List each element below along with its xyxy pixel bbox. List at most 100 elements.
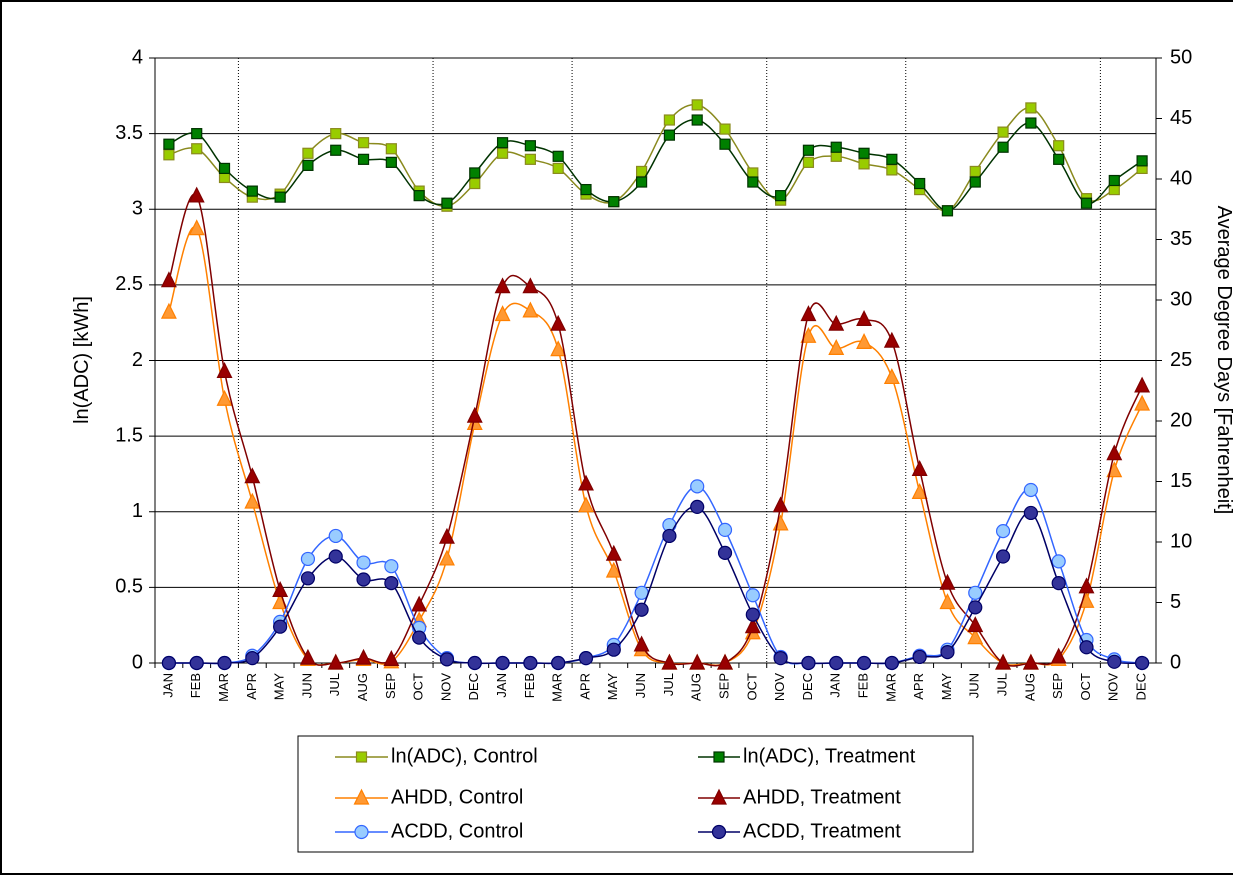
- data-point: [272, 581, 289, 598]
- data-point: [772, 496, 789, 513]
- data-point: [635, 165, 648, 178]
- data-point: [494, 277, 511, 294]
- data-point: [717, 522, 733, 538]
- x-tick-label: JAN: [494, 673, 509, 698]
- y2-tick-label: 50: [1170, 46, 1192, 68]
- data-point: [439, 652, 455, 667]
- data-point: [384, 559, 399, 574]
- data-point: [1051, 554, 1066, 569]
- data-point: [1023, 482, 1038, 498]
- x-tick-label: MAR: [216, 673, 231, 702]
- data-point: [939, 593, 956, 610]
- x-tick-label: APR: [577, 673, 592, 700]
- y-tick-label: 1: [132, 500, 143, 522]
- x-tick-label: MAY: [605, 673, 620, 701]
- y2-tick-label: 15: [1170, 470, 1192, 492]
- data-point: [496, 137, 509, 149]
- legend-marker: [353, 788, 370, 805]
- data-point: [550, 314, 567, 331]
- data-point: [997, 141, 1009, 153]
- data-point: [995, 549, 1011, 564]
- data-point: [330, 144, 342, 156]
- x-tick-label: FEB: [188, 673, 203, 698]
- data-point: [385, 156, 397, 168]
- data-point: [829, 655, 844, 671]
- x-tick-label: APR: [911, 673, 926, 700]
- data-point: [940, 645, 955, 660]
- x-tick-label: NOV: [1106, 673, 1121, 702]
- data-point: [496, 147, 509, 159]
- data-point: [1022, 653, 1039, 670]
- y2-tick-label: 45: [1170, 107, 1192, 129]
- x-tick-label: DEC: [800, 673, 815, 700]
- data-point: [663, 114, 676, 126]
- legend-label: AHDD, Treatment: [743, 786, 901, 808]
- data-point: [856, 655, 872, 671]
- data-point: [1025, 117, 1037, 129]
- data-point: [191, 128, 203, 140]
- data-point: [328, 549, 343, 564]
- data-point: [552, 150, 564, 162]
- data-point: [608, 196, 620, 208]
- x-tick-label: DEC: [466, 673, 481, 700]
- data-point: [494, 305, 511, 322]
- data-point: [469, 177, 481, 190]
- x-tick-label: JAN: [828, 673, 843, 698]
- data-point: [466, 406, 483, 423]
- legend-label: ACDD, Control: [391, 820, 523, 842]
- data-point: [244, 492, 261, 509]
- legend-label: ln(ADC), Treatment: [743, 745, 916, 767]
- x-tick-label: SEP: [1050, 673, 1065, 699]
- data-point: [244, 467, 261, 484]
- data-point: [745, 607, 760, 622]
- data-point: [1050, 647, 1067, 664]
- data-point: [273, 619, 288, 634]
- data-point: [357, 153, 370, 165]
- data-point: [691, 99, 703, 111]
- data-point: [163, 138, 175, 150]
- data-point: [328, 528, 343, 544]
- y-tick-label: 3.5: [115, 122, 143, 144]
- x-tick-label: MAY: [939, 673, 954, 701]
- data-point: [690, 479, 705, 494]
- data-point: [411, 595, 428, 612]
- data-point: [883, 368, 900, 385]
- data-point: [802, 144, 815, 156]
- data-point: [775, 190, 787, 202]
- x-tick-label: OCT: [1078, 673, 1093, 701]
- data-point: [717, 545, 733, 560]
- x-tick-label: MAR: [550, 673, 565, 702]
- data-point: [1108, 174, 1120, 187]
- data-point: [634, 602, 649, 617]
- data-point: [188, 219, 205, 236]
- x-tick-label: FEB: [522, 673, 537, 698]
- data-point: [968, 600, 983, 615]
- x-tick-label: SEP: [383, 673, 398, 699]
- y2-tick-label: 10: [1170, 530, 1192, 552]
- data-point: [858, 147, 870, 159]
- data-point: [1134, 376, 1151, 393]
- x-tick-label: APR: [244, 673, 259, 700]
- data-point: [522, 301, 539, 318]
- data-point: [1025, 102, 1037, 114]
- x-tick-label: JUL: [995, 673, 1010, 696]
- legend-marker: [354, 824, 369, 840]
- y-tick-label: 4: [132, 46, 143, 68]
- data-point: [302, 147, 314, 159]
- data-point: [550, 340, 567, 357]
- data-point: [413, 190, 425, 202]
- data-point: [384, 576, 399, 591]
- y2-tick-label: 35: [1170, 228, 1192, 250]
- data-point: [856, 310, 873, 326]
- x-tick-label: NOV: [772, 673, 787, 702]
- x-tick-label: FEB: [855, 673, 870, 698]
- data-point: [524, 140, 536, 152]
- data-point: [662, 528, 677, 544]
- y2-tick-label: 20: [1170, 409, 1192, 431]
- x-tick-label: AUG: [355, 673, 370, 701]
- data-point: [719, 123, 731, 135]
- data-point: [967, 628, 984, 645]
- legend-box: [297, 735, 974, 853]
- data-point: [189, 655, 204, 671]
